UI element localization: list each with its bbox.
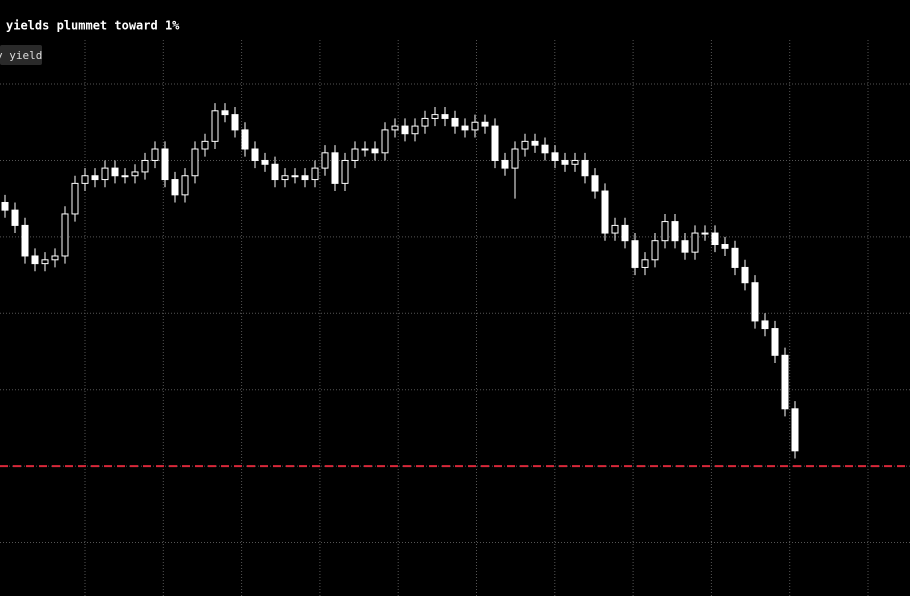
candle-body	[81, 175, 89, 184]
candle-body	[301, 175, 309, 181]
candle-body	[681, 240, 689, 253]
candle-body	[371, 148, 379, 154]
candle-body	[151, 148, 159, 161]
candle-body	[791, 408, 799, 452]
candle-body	[461, 125, 469, 131]
candle-body	[191, 148, 199, 177]
candle-body	[611, 224, 619, 234]
candle-body	[491, 125, 499, 161]
candle-body	[31, 255, 39, 265]
candle-body	[401, 125, 409, 135]
candle-body	[651, 240, 659, 261]
candle-body	[771, 328, 779, 356]
candle-body	[431, 114, 439, 119]
candle-body	[501, 159, 509, 169]
candle-body	[121, 175, 129, 178]
candle-body	[141, 159, 149, 173]
candle-body	[761, 320, 769, 330]
candle-body	[671, 221, 679, 242]
candle-body	[441, 114, 449, 119]
candle-body	[571, 159, 579, 165]
candle-body	[511, 148, 519, 169]
candle-body	[21, 224, 29, 257]
candle-body	[661, 221, 669, 242]
candle-body	[341, 159, 349, 184]
candle-body	[521, 140, 529, 150]
candle-body	[541, 144, 549, 154]
candle-body	[741, 266, 749, 284]
candle-body	[621, 224, 629, 242]
candle-body	[161, 148, 169, 181]
candles	[1, 103, 799, 459]
candle-body	[241, 129, 249, 150]
candle-body	[311, 167, 319, 181]
candle-body	[231, 114, 239, 131]
candle-body	[281, 175, 289, 181]
candle-body	[641, 259, 649, 268]
candle-body	[261, 159, 269, 165]
candle-body	[381, 129, 389, 154]
candle-body	[271, 163, 279, 181]
candle-body	[391, 125, 399, 131]
candle-body	[351, 148, 359, 161]
candle-body	[221, 110, 229, 116]
candle-body	[71, 182, 79, 215]
candle-body	[111, 167, 119, 177]
candle-body	[181, 175, 189, 196]
candle-body	[601, 190, 609, 234]
candle-body	[731, 247, 739, 268]
candle-body	[291, 175, 299, 178]
candle-body	[751, 282, 759, 322]
candle-body	[1, 201, 9, 211]
legend-entry: y yield	[0, 49, 42, 62]
candle-body	[531, 140, 539, 146]
candle-body	[51, 255, 59, 261]
candle-body	[581, 159, 589, 177]
candle-body	[41, 259, 49, 265]
candle-body	[411, 125, 419, 135]
candle-body	[551, 152, 559, 161]
candle-body	[781, 354, 789, 410]
chart-title: yields plummet toward 1%	[6, 19, 180, 33]
candle-body	[211, 110, 219, 142]
candle-body	[11, 209, 19, 226]
candle-body	[331, 152, 339, 184]
horizontal-grid	[0, 83, 910, 544]
candle-body	[361, 148, 369, 151]
legend-box	[0, 45, 42, 65]
candle-body	[171, 179, 179, 196]
candle-body	[561, 159, 569, 165]
candle-body	[691, 232, 699, 253]
candle-body	[591, 175, 599, 192]
candle-body	[701, 232, 709, 235]
candle-body	[321, 152, 329, 169]
candle-body	[421, 117, 429, 127]
candle-body	[61, 213, 69, 257]
candle-body	[481, 121, 489, 127]
candle-body	[471, 121, 479, 131]
candle-body	[451, 117, 459, 127]
candle-body	[631, 240, 639, 268]
candle-body	[711, 232, 719, 246]
candle-body	[721, 244, 729, 249]
candle-body	[101, 167, 109, 181]
candle-body	[91, 175, 99, 181]
candle-body	[131, 171, 139, 177]
candle-body	[201, 140, 209, 150]
candle-body	[251, 148, 259, 161]
